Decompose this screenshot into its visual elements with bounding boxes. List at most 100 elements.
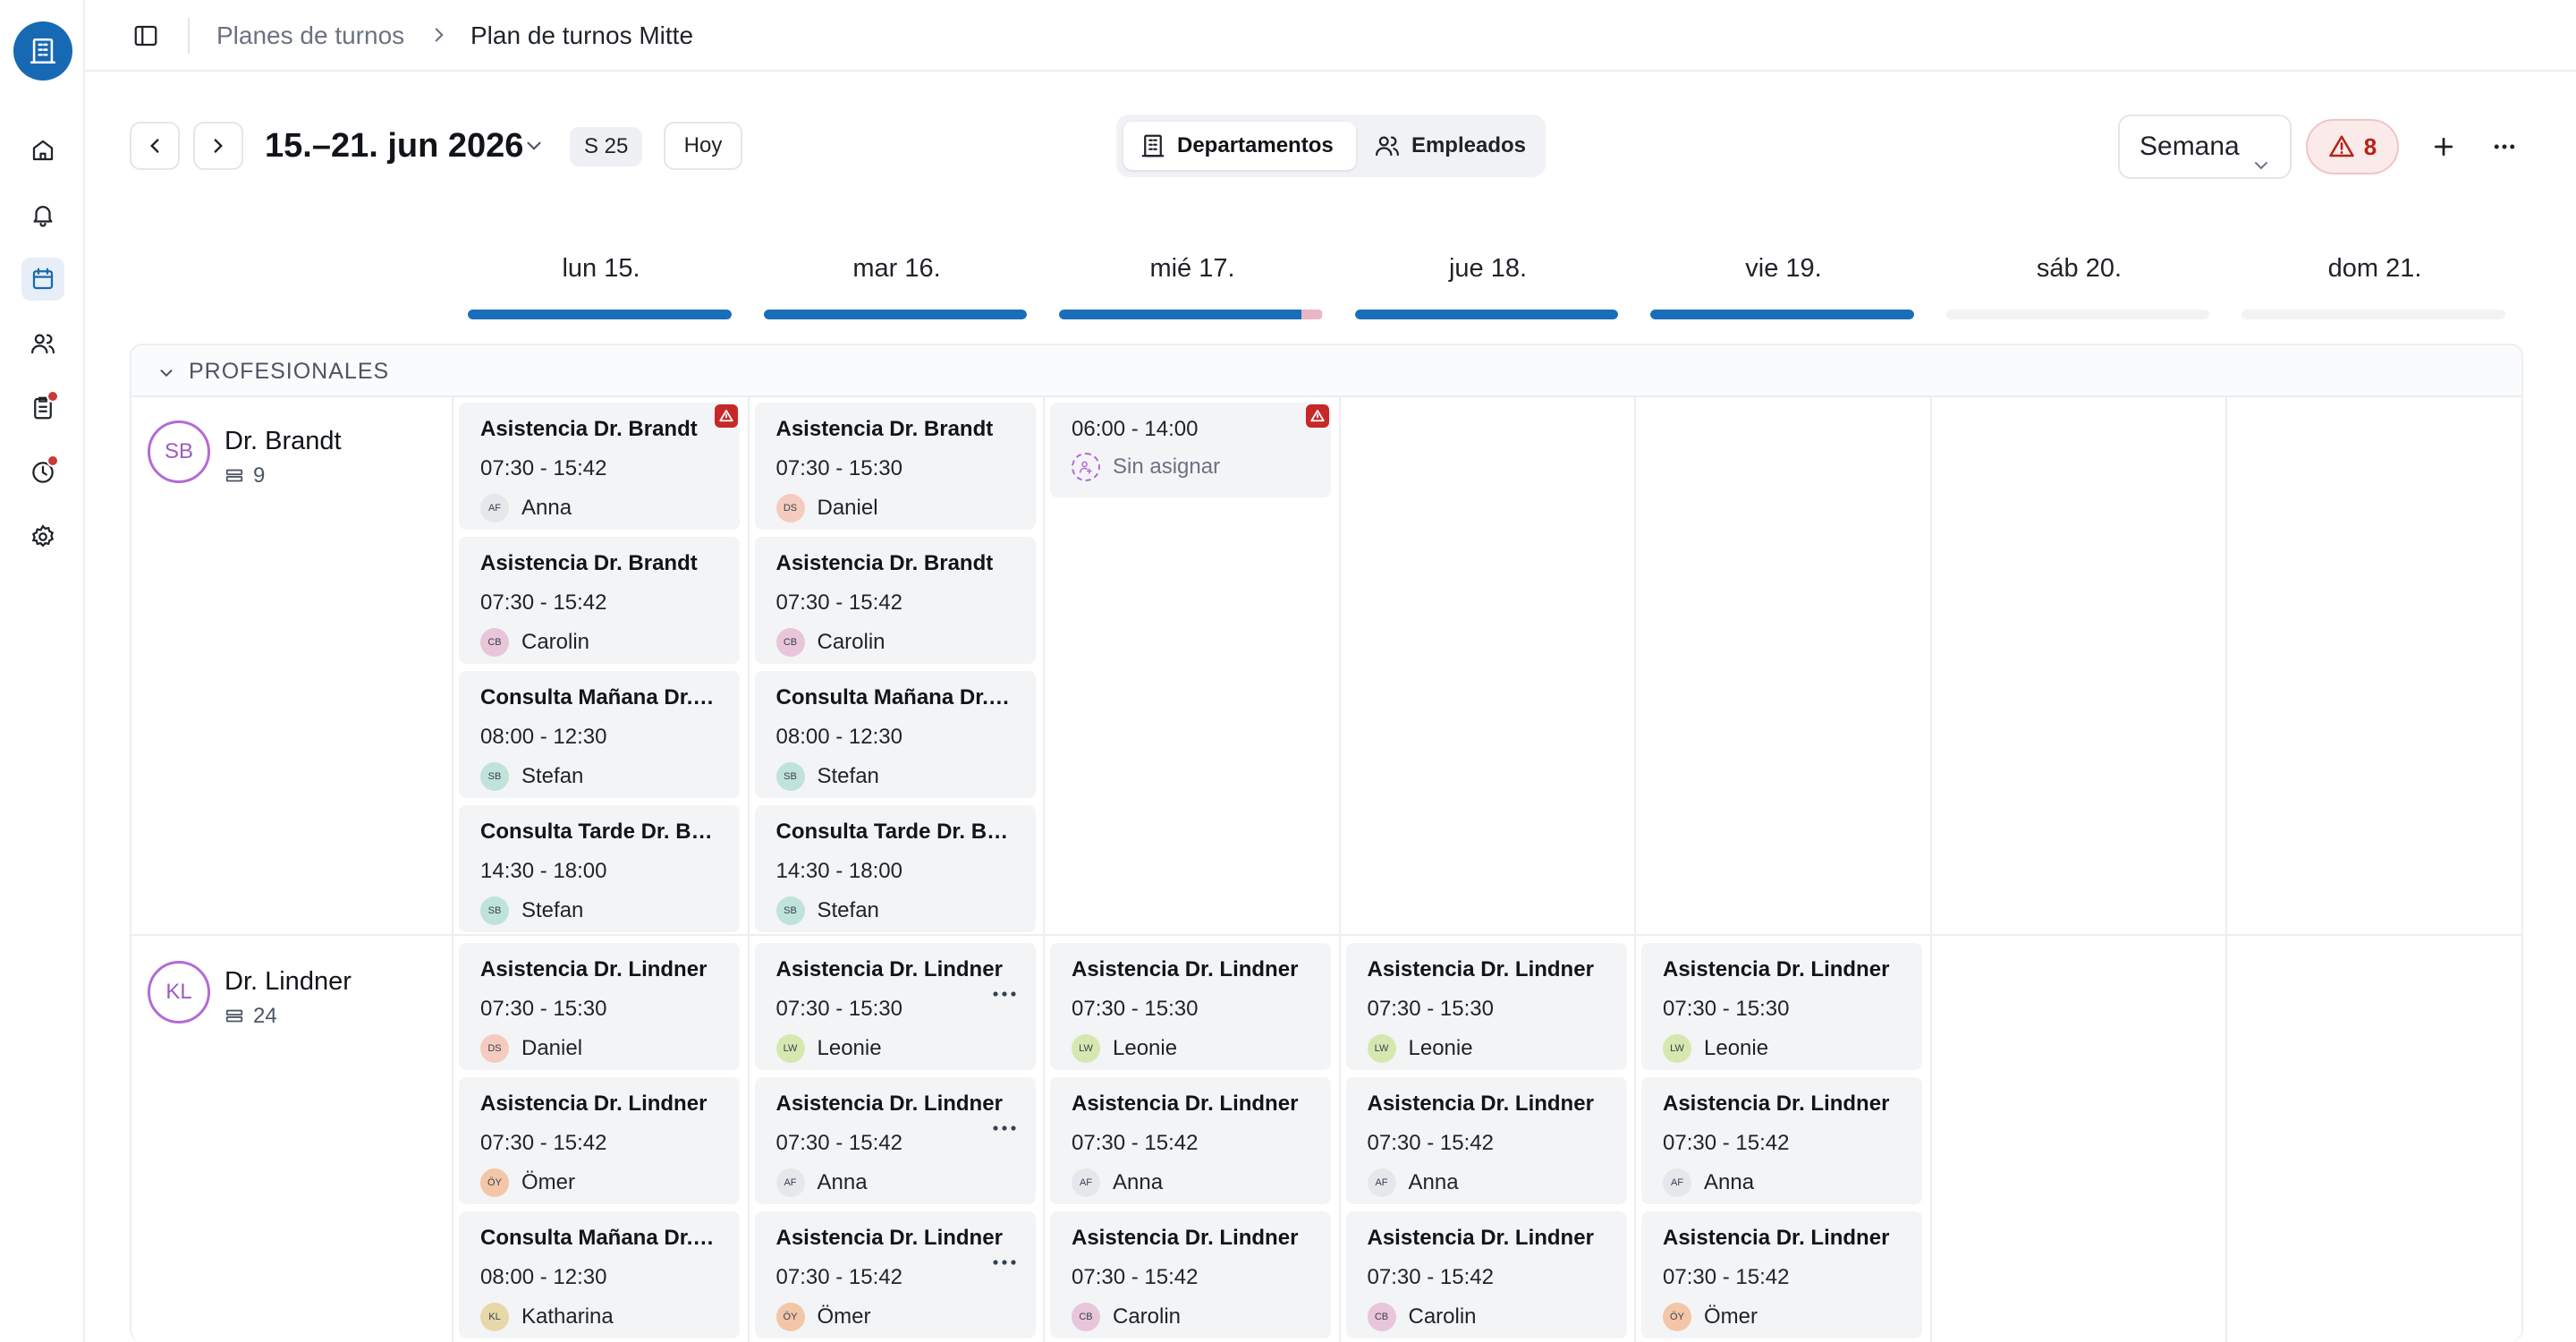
shift-card[interactable]: Asistencia Dr. Lindner 07:30 - 15:42 AF Ann… <box>1345 1077 1627 1204</box>
shift-assignee[interactable]: CB Carolin <box>1367 1303 1606 1331</box>
nav-calendar[interactable] <box>21 258 64 301</box>
nav-notifications[interactable] <box>21 193 64 236</box>
day-header[interactable]: jue 18. <box>1448 254 1528 283</box>
day-header[interactable]: mar 16. <box>852 254 941 283</box>
shift-card[interactable]: Asistencia Dr. Lindner 07:30 - 15:42 ÖY Öme… <box>459 1077 740 1204</box>
shift-card[interactable]: Asistencia Dr. Brandt 07:30 - 15:42 CB Caro… <box>459 537 740 664</box>
shift-assignee[interactable]: SB Stefan <box>775 896 1014 925</box>
employee-avatar: AF <box>1072 1168 1100 1197</box>
employee-avatar: SB <box>480 896 509 925</box>
shift-assignee[interactable]: SB Stefan <box>480 896 718 925</box>
day-header[interactable]: mié 17. <box>1149 254 1235 283</box>
employee-avatar: CB <box>480 628 509 657</box>
breadcrumb-parent[interactable]: Planes de turnos <box>216 21 405 49</box>
shift-assignee[interactable]: DS Daniel <box>480 1034 718 1063</box>
shift-assignee[interactable]: ÖY Ömer <box>1663 1303 1901 1331</box>
chevron-down-icon[interactable] <box>522 134 546 162</box>
shift-assignee[interactable]: AF Anna <box>1663 1168 1901 1197</box>
shift-card[interactable]: Consulta Mañana Dr. Brandt 08:00 - 12:30 S… <box>459 671 740 798</box>
alerts-count: 8 <box>2363 132 2377 160</box>
more-options-button[interactable] <box>2483 125 2526 168</box>
shift-assignee[interactable]: AF Anna <box>1367 1168 1606 1197</box>
shift-assignee[interactable]: AF Anna <box>775 1168 1014 1197</box>
tab-employees-label: Empleados <box>1411 133 1526 157</box>
employee-name: Daniel <box>817 496 878 520</box>
alerts-button[interactable]: 8 <box>2306 119 2399 174</box>
layers-icon <box>225 1009 243 1023</box>
shift-card[interactable]: Asistencia Dr. Lindner 07:30 - 15:30 DS Dan… <box>459 943 740 1070</box>
shift-assignee[interactable]: KL Katharina <box>480 1303 718 1331</box>
shift-card[interactable]: Asistencia Dr. Lindner 07:30 - 15:30 LW Leo… <box>1345 943 1627 1070</box>
shift-card[interactable]: Asistencia Dr. Lindner 07:30 - 15:42 ÖY Öme… <box>754 1211 1036 1338</box>
shift-time: 14:30 - 18:00 <box>775 859 902 883</box>
shift-assignee[interactable]: LW Leonie <box>1072 1034 1309 1063</box>
shift-assignee[interactable]: CB Carolin <box>775 628 1014 657</box>
shift-assignee[interactable]: Sin asignar <box>1072 453 1309 481</box>
shift-card[interactable]: Asistencia Dr. Lindner 07:30 - 15:42 AF Ann… <box>1641 1077 1922 1204</box>
shift-card[interactable]: Asistencia Dr. Lindner 07:30 - 15:42 ÖY Öme… <box>1641 1211 1922 1338</box>
shift-assignee[interactable]: ÖY Ömer <box>480 1168 718 1197</box>
shift-card[interactable]: Asistencia Dr. Lindner 07:30 - 15:30 LW Leo… <box>1050 943 1331 1070</box>
shift-assignee[interactable]: SB Stefan <box>775 762 1014 791</box>
more-horizontal-icon[interactable] <box>991 1256 1018 1272</box>
shift-card[interactable]: Consulta Tarde Dr. Brandt 14:30 - 18:00 SB… <box>754 805 1036 932</box>
period-select[interactable]: Semana <box>2118 115 2292 179</box>
nav-time-tracking[interactable] <box>21 451 64 494</box>
shift-card[interactable]: Asistencia Dr. Lindner 07:30 - 15:42 CB Car… <box>1345 1211 1627 1338</box>
shift-assignee[interactable]: CB Carolin <box>480 628 718 657</box>
shift-assignee[interactable]: LW Leonie <box>775 1034 1014 1063</box>
more-horizontal-icon[interactable] <box>991 1122 1018 1138</box>
nav-employees[interactable] <box>21 322 64 365</box>
shift-card[interactable]: Asistencia Dr. Lindner 07:30 - 15:42 AF Ann… <box>754 1077 1036 1204</box>
shift-card[interactable]: Consulta Tarde Dr. Brandt 14:30 - 18:00 SB… <box>459 805 740 932</box>
employee-name: Stefan <box>521 764 584 788</box>
shift-title: Consulta Tarde Dr. Brandt <box>480 820 718 844</box>
shift-title: Asistencia Dr. Brandt <box>775 417 994 441</box>
shift-card[interactable]: Asistencia Dr. Brandt 07:30 - 15:42 CB Caro… <box>754 537 1036 664</box>
day-header[interactable]: vie 19. <box>1745 254 1822 283</box>
day-header[interactable]: dom 21. <box>2327 254 2422 283</box>
nav-tasks[interactable] <box>21 386 64 429</box>
shift-card[interactable]: Asistencia Dr. Brandt 07:30 - 15:42 AF Anna <box>459 403 740 530</box>
today-button[interactable]: Hoy <box>664 122 742 170</box>
shift-assignee[interactable]: LW Leonie <box>1367 1034 1606 1063</box>
tab-employees[interactable]: Empleados <box>1358 122 1542 170</box>
shift-time: 14:30 - 18:00 <box>480 859 607 883</box>
date-range-title[interactable]: 15.–21. jun 2026 <box>265 127 524 165</box>
app-logo[interactable] <box>13 21 72 81</box>
day-header[interactable]: sáb 20. <box>2036 254 2123 283</box>
day-header[interactable]: lun 15. <box>562 254 640 283</box>
shift-assignee[interactable]: SB Stefan <box>480 762 718 791</box>
sidebar-toggle[interactable] <box>130 20 162 52</box>
shift-card[interactable]: Asistencia Dr. Lindner 07:30 - 15:30 LW Leo… <box>754 943 1036 1070</box>
employee-avatar: AF <box>775 1168 805 1197</box>
shift-assignee[interactable]: AF Anna <box>480 494 718 522</box>
shift-card[interactable]: Asistencia Dr. Lindner 07:30 - 15:42 AF Ann… <box>1050 1077 1331 1204</box>
warning-icon[interactable] <box>715 404 738 428</box>
shift-assignee[interactable]: CB Carolin <box>1072 1303 1309 1331</box>
shift-time: 07:30 - 15:42 <box>480 456 607 480</box>
employee-avatar: LW <box>775 1034 805 1063</box>
next-week-button[interactable] <box>193 122 243 170</box>
shift-assignee[interactable]: DS Daniel <box>775 494 1014 522</box>
prev-week-button[interactable] <box>130 122 180 170</box>
nav-settings[interactable] <box>21 515 64 558</box>
add-button[interactable] <box>2422 125 2465 168</box>
chevron-right-icon <box>428 23 451 51</box>
nav-home[interactable] <box>21 129 64 172</box>
more-horizontal-icon[interactable] <box>991 988 1018 1004</box>
warning-icon[interactable] <box>1306 404 1329 428</box>
shift-card[interactable]: Asistencia Dr. Brandt 07:30 - 15:30 DS Dani… <box>754 403 1036 530</box>
shift-assignee[interactable]: ÖY Ömer <box>775 1303 1014 1331</box>
shift-card[interactable]: Consulta Mañana Dr. Brandt 08:00 - 12:30 S… <box>754 671 1036 798</box>
shift-card[interactable]: 06:00 - 14:00 Sin asignar <box>1050 403 1331 497</box>
tab-departments[interactable]: Departamentos <box>1123 122 1356 170</box>
section-header[interactable]: PROFESIONALES <box>131 345 2521 397</box>
shift-card[interactable]: Asistencia Dr. Lindner 07:30 - 15:30 LW Leo… <box>1641 943 1922 1070</box>
shift-assignee[interactable]: AF Anna <box>1072 1168 1309 1197</box>
shift-card[interactable]: Asistencia Dr. Lindner 07:30 - 15:42 CB Car… <box>1050 1211 1331 1338</box>
shift-assignee[interactable]: LW Leonie <box>1663 1034 1901 1063</box>
coverage-bar-fill <box>1059 310 1301 319</box>
shift-card[interactable]: Consulta Mañana Dr. Lindner 08:00 - 12:30… <box>459 1211 740 1338</box>
shift-time: 07:30 - 15:30 <box>775 456 902 480</box>
